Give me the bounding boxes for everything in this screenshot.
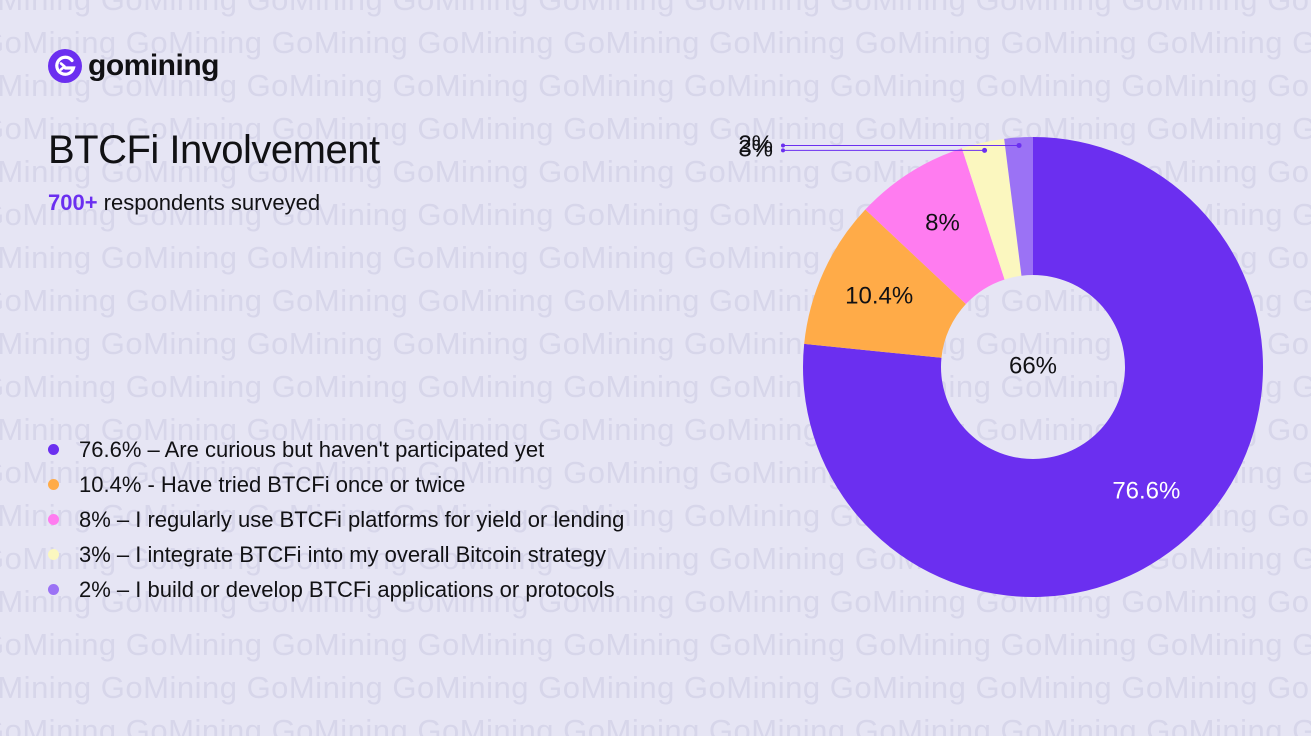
chart-legend: 76.6% – Are curious but haven't particip… — [48, 432, 624, 607]
callout-label: 2% — [738, 131, 773, 158]
legend-item: 10.4% - Have tried BTCFi once or twice — [48, 467, 624, 502]
chart-slice — [802, 137, 1264, 597]
chart-slice — [1004, 137, 1033, 276]
legend-item: 2% – I build or develop BTCFi applicatio… — [48, 572, 624, 607]
chart-slice — [961, 138, 1022, 280]
gomining-logo: gomining — [48, 48, 219, 84]
legend-text: 10.4% - Have tried BTCFi once or twice — [79, 471, 466, 497]
legend-item: 3% – I integrate BTCFi into my overall B… — [48, 537, 624, 572]
legend-dot — [48, 479, 59, 490]
callout-dot — [1016, 142, 1022, 148]
legend-dot — [48, 514, 59, 525]
page-title: BTCFi Involvement — [48, 128, 380, 172]
chart-callouts: 3%2% — [738, 131, 1022, 163]
donut-center-label: 66% — [1009, 352, 1057, 379]
legend-item: 76.6% – Are curious but haven't particip… — [48, 432, 624, 467]
legend-text: 2% – I build or develop BTCFi applicatio… — [79, 576, 615, 602]
slice-label: 8% — [925, 210, 960, 237]
legend-dot — [48, 549, 59, 560]
chart-labels: 76.6% 10.4% 8% 66% — [845, 210, 1180, 505]
slice-label: 76.6% — [1112, 478, 1180, 505]
legend-text: 3% – I integrate BTCFi into my overall B… — [79, 541, 606, 567]
callout-label: 3% — [738, 136, 773, 163]
legend-dot — [48, 444, 59, 455]
legend-dot — [48, 584, 59, 595]
chart-slices — [802, 137, 1264, 597]
page-subtitle: 700+ respondents surveyed — [48, 190, 320, 216]
callout-dot — [781, 143, 785, 148]
callout-dot — [781, 148, 785, 153]
legend-item: 8% – I regularly use BTCFi platforms for… — [48, 502, 624, 537]
gomining-logo-icon — [48, 49, 82, 83]
brand-name: gomining — [88, 49, 219, 82]
callout-dot — [982, 147, 988, 153]
slice-label: 10.4% — [845, 282, 913, 309]
legend-text: 76.6% – Are curious but haven't particip… — [79, 436, 545, 462]
chart-slice — [804, 209, 966, 358]
respondent-count: 700+ — [48, 190, 98, 215]
subtitle-text: respondents surveyed — [97, 190, 321, 215]
chart-slice — [865, 148, 1005, 305]
legend-text: 8% – I regularly use BTCFi platforms for… — [79, 506, 625, 532]
